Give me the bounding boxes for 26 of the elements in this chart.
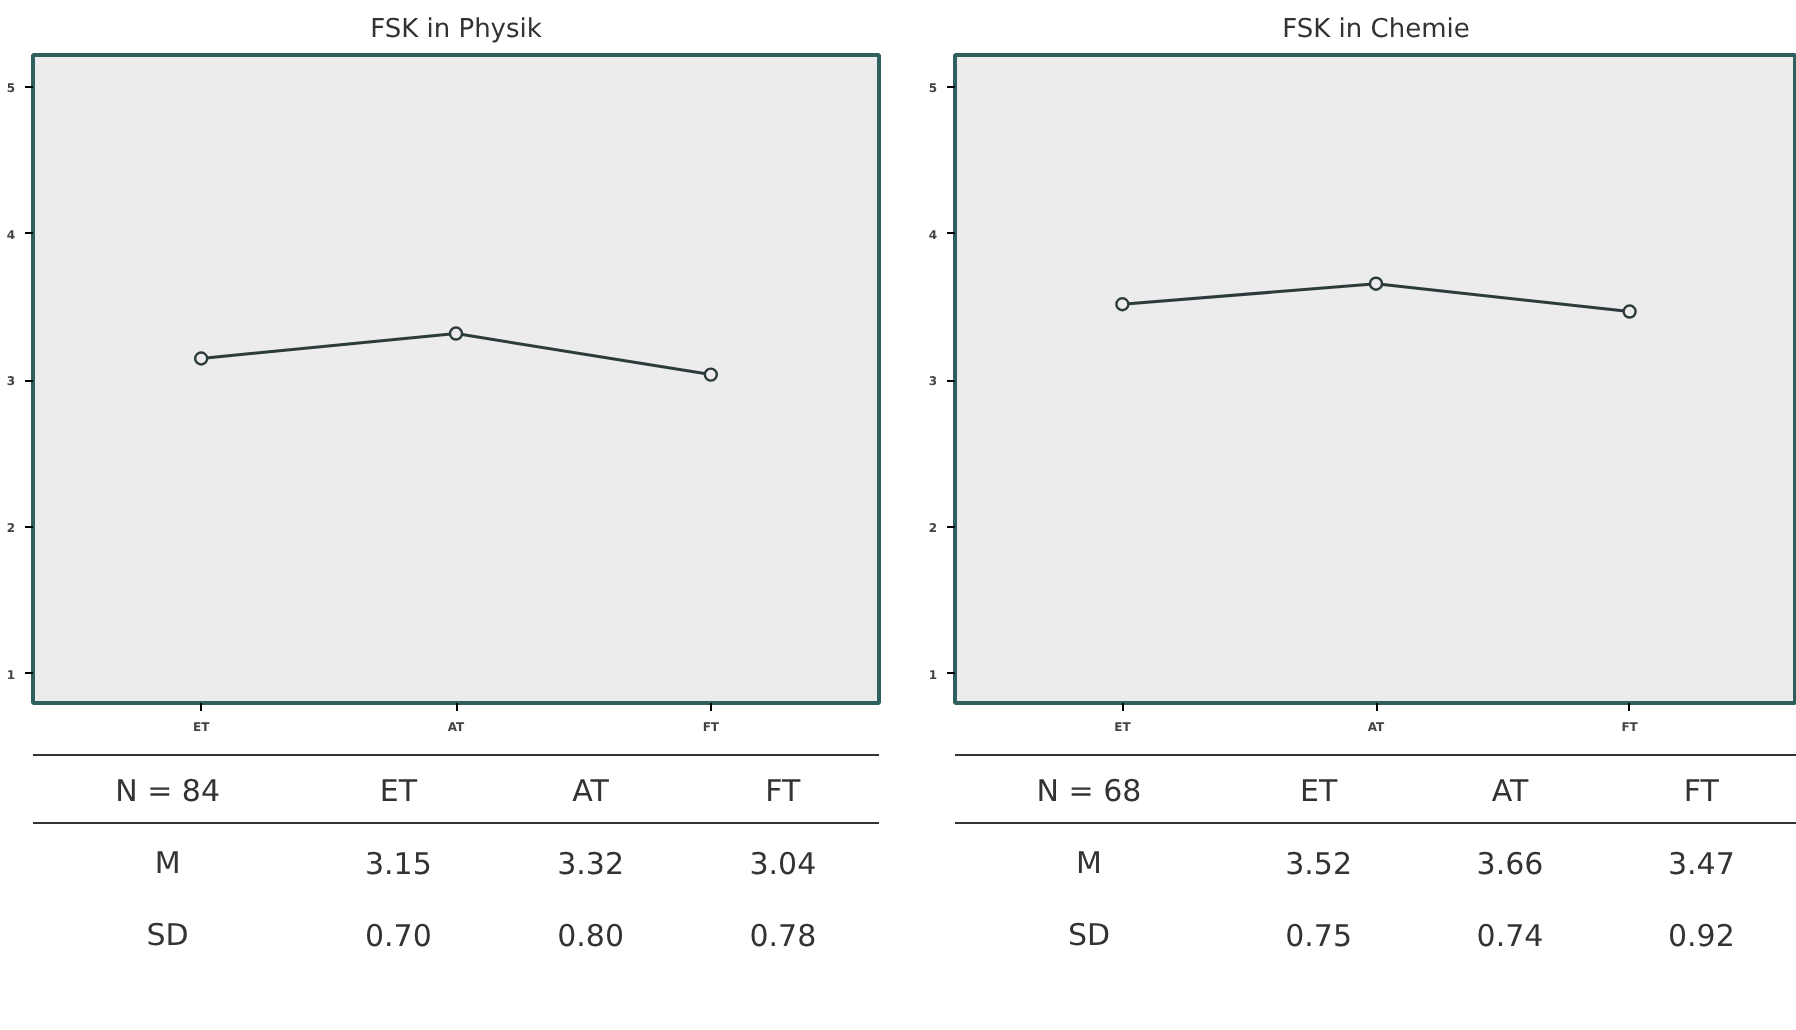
chart-title: FSK in Chemie xyxy=(1282,15,1470,45)
text: SD xyxy=(1067,917,1111,953)
category-label: ET xyxy=(1299,773,1338,809)
text: 3.66 xyxy=(1476,846,1544,882)
text: 3.04 xyxy=(749,846,817,882)
text: 0.74 xyxy=(1476,918,1544,954)
text: 3.47 xyxy=(1667,846,1735,882)
text: 0.80 xyxy=(557,918,624,954)
text: N = 84 xyxy=(115,773,221,809)
text: 0.92 xyxy=(1667,918,1735,954)
text: 3.52 xyxy=(1285,846,1353,882)
category-label: AT xyxy=(572,773,609,809)
text: N = 68 xyxy=(1036,773,1142,809)
text: 0.70 xyxy=(364,918,432,954)
category-label: ET xyxy=(379,773,417,809)
text: 0.75 xyxy=(1285,918,1353,954)
text: SD xyxy=(146,917,189,953)
text: 3.32 xyxy=(557,846,624,882)
chart-title: FSK in Physik xyxy=(370,15,543,45)
text: M xyxy=(154,845,181,881)
category-label: AT xyxy=(1491,773,1529,809)
text: 0.78 xyxy=(749,918,817,954)
category-label: FT xyxy=(1683,773,1719,809)
text: M xyxy=(1076,845,1102,881)
category-label: FT xyxy=(765,773,801,809)
text: 3.15 xyxy=(364,846,432,882)
